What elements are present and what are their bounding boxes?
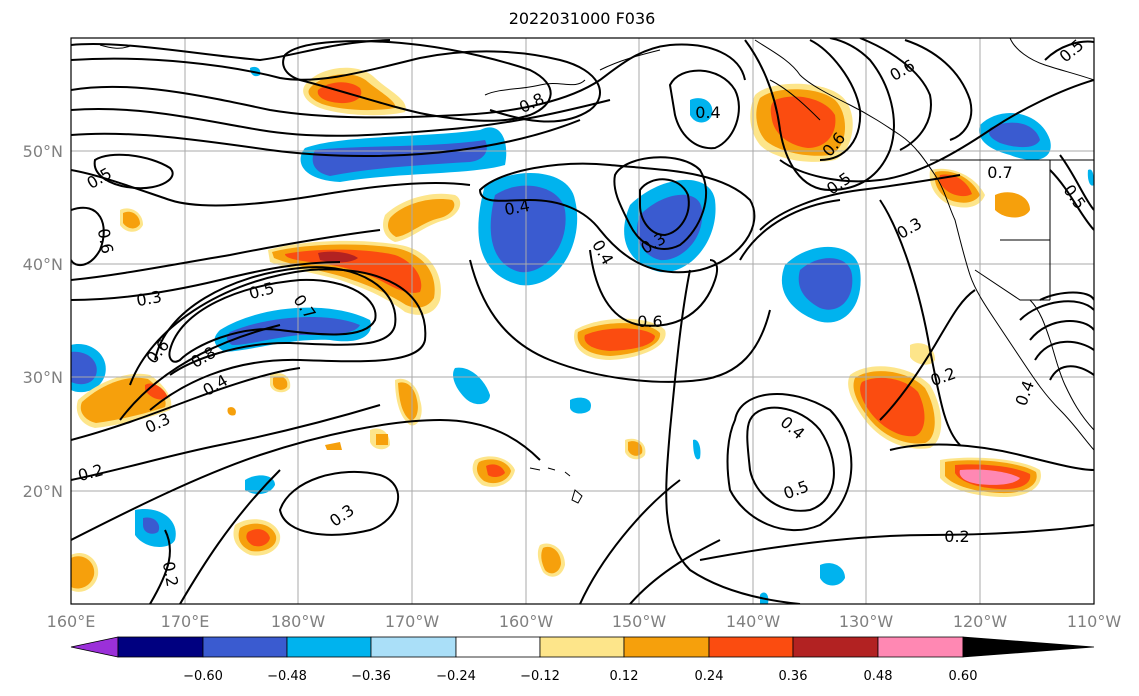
longitude-labels: 160°E 170°E 180°W 170°W 160°W 150°W 140°… [47, 612, 1122, 631]
colorbar-tick-label: 0.48 [864, 669, 893, 684]
lon-label-160e: 160°E [47, 612, 96, 631]
lon-label-150w: 150°W [612, 612, 667, 631]
latitude-labels: 50°N 40°N 30°N 20°N [23, 142, 63, 501]
lat-label-50n: 50°N [23, 142, 63, 161]
contour-label: 0.4 [503, 196, 531, 219]
lon-label-160w: 160°W [499, 612, 554, 631]
contour-label: 0.2 [944, 527, 969, 546]
contour-label: 0.2 [159, 560, 182, 588]
colorbar-bin [877, 636, 964, 658]
colorbar-bin [792, 636, 879, 658]
lat-label-30n: 30°N [23, 368, 63, 387]
contour-label: 0.6 [94, 227, 117, 255]
lat-label-20n: 20°N [23, 482, 63, 501]
lon-label-130w: 130°W [839, 612, 894, 631]
colorbar-tick-label: −0.48 [267, 669, 307, 684]
lat-label-40n: 40°N [23, 255, 63, 274]
contour-label: 0.7 [987, 163, 1012, 182]
colorbar-bin [117, 636, 204, 658]
lon-label-170w: 170°W [385, 612, 440, 631]
contour-label: 0.6 [637, 312, 662, 331]
colorbar-bin [455, 636, 541, 658]
colorbar [70, 636, 1095, 658]
colorbar-bin [286, 636, 372, 658]
colorbar-right-extension [962, 636, 1095, 658]
colorbar-tick-label: −0.36 [351, 669, 391, 684]
lon-label-120w: 120°W [953, 612, 1008, 631]
contour-label: 0.4 [695, 103, 720, 122]
lon-label-180w: 180°W [271, 612, 326, 631]
colorbar-bin [202, 636, 288, 658]
map-frame [70, 37, 1095, 605]
colorbar-bin [539, 636, 625, 658]
colorbar-tick-label: 0.36 [779, 669, 808, 684]
colorbar-tick-label: −0.12 [520, 669, 560, 684]
shaded-anomaly-layer [71, 66, 1094, 604]
lon-label-170e: 170°E [161, 612, 210, 631]
contour-label: 0.3 [135, 287, 163, 310]
gridlines [71, 38, 1094, 604]
colorbar-tick-label: 0.24 [695, 669, 724, 684]
colorbar-tick-label: −0.24 [436, 669, 476, 684]
colorbar-tick-label: −0.60 [183, 669, 223, 684]
colorbar-bin [708, 636, 794, 658]
map-title: 2022031000 F036 [508, 9, 656, 28]
colorbar-tick-label: 0.60 [949, 669, 978, 684]
contour-lines [71, 38, 1094, 604]
coastlines [99, 38, 1094, 504]
lon-label-110w: 110°W [1067, 612, 1122, 631]
colorbar-tick-labels: −0.60 −0.48 −0.36 −0.24 −0.12 0.12 0.24 … [183, 669, 977, 684]
colorbar-left-extension [70, 636, 119, 658]
colorbar-bin [370, 636, 457, 658]
colorbar-tick-label: 0.12 [610, 669, 639, 684]
lon-label-140w: 140°W [726, 612, 781, 631]
colorbar-bin [623, 636, 710, 658]
